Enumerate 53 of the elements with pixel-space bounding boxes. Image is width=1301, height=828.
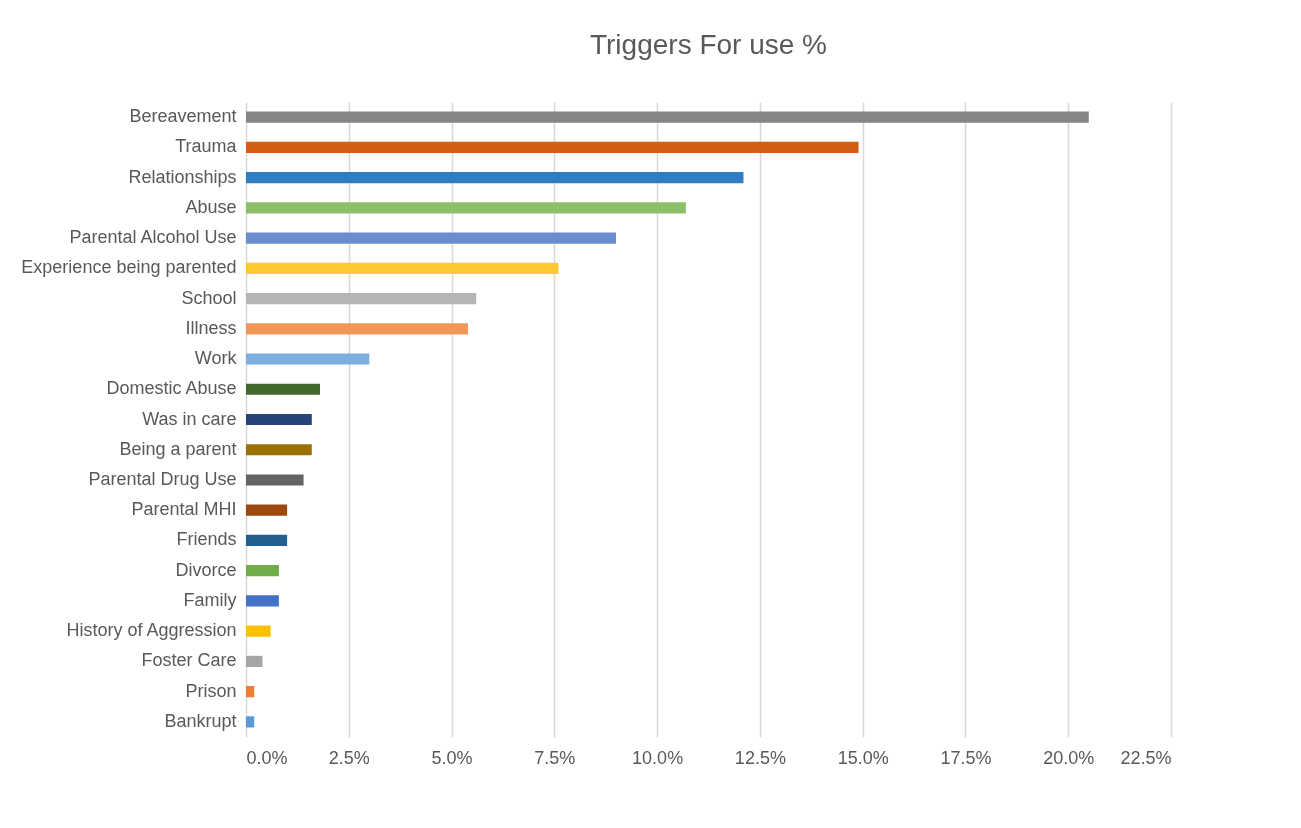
bar xyxy=(246,655,263,667)
bar xyxy=(246,534,288,547)
y-tick-label: History of Aggression xyxy=(66,620,237,641)
bar xyxy=(246,565,279,577)
bar xyxy=(246,323,468,335)
x-tick-label: 20.0% xyxy=(1043,747,1095,768)
bar xyxy=(246,383,320,395)
bar xyxy=(246,232,616,244)
y-tick-label: Work xyxy=(194,348,238,369)
y-tick-label: Bankrupt xyxy=(164,710,237,731)
chart-title: Triggers For use % xyxy=(589,29,828,60)
bar xyxy=(246,172,744,184)
bar xyxy=(246,353,370,365)
x-tick-label: 5.0% xyxy=(431,747,473,768)
x-tick-label: 17.5% xyxy=(940,747,992,768)
y-tick-label: Divorce xyxy=(175,559,237,580)
y-tick-label: Trauma xyxy=(175,136,238,157)
x-tick-label: 10.0% xyxy=(632,747,684,768)
bar xyxy=(246,141,859,153)
bar xyxy=(246,625,271,637)
x-tick-label: 0.0% xyxy=(246,747,288,768)
y-tick-label: Domestic Abuse xyxy=(106,378,237,399)
y-tick-label: Being a parent xyxy=(119,438,237,459)
bar xyxy=(246,504,288,516)
y-tick-label: Was in care xyxy=(142,408,237,429)
y-tick-label: School xyxy=(181,287,237,308)
y-tick-label: Prison xyxy=(185,680,237,701)
bar xyxy=(246,413,312,426)
bar xyxy=(246,202,686,214)
bar xyxy=(246,292,477,305)
y-tick-label: Relationships xyxy=(128,166,237,187)
y-tick-label: Friends xyxy=(176,529,237,550)
bar xyxy=(246,474,304,486)
y-tick-label: Parental Drug Use xyxy=(88,468,237,489)
y-tick-label: Family xyxy=(183,589,237,610)
x-tick-label: 2.5% xyxy=(328,747,370,768)
y-tick-label: Experience being parented xyxy=(21,257,237,278)
y-tick-label: Bereavement xyxy=(129,106,237,127)
bar xyxy=(246,444,312,456)
y-tick-label: Foster Care xyxy=(141,650,237,671)
x-tick-label: 7.5% xyxy=(534,747,576,768)
bar xyxy=(246,595,279,607)
y-tick-label: Parental MHI xyxy=(131,499,237,520)
bar xyxy=(246,716,255,728)
y-tick-label: Abuse xyxy=(185,196,237,217)
x-tick-label: 12.5% xyxy=(734,747,786,768)
y-tick-label: Illness xyxy=(185,317,237,338)
x-tick-label: 22.5% xyxy=(1120,747,1172,768)
bar xyxy=(246,111,1089,123)
bar xyxy=(246,262,559,274)
y-tick-label: Parental Alcohol Use xyxy=(69,227,237,248)
x-tick-label: 15.0% xyxy=(837,747,889,768)
bar xyxy=(246,686,255,698)
